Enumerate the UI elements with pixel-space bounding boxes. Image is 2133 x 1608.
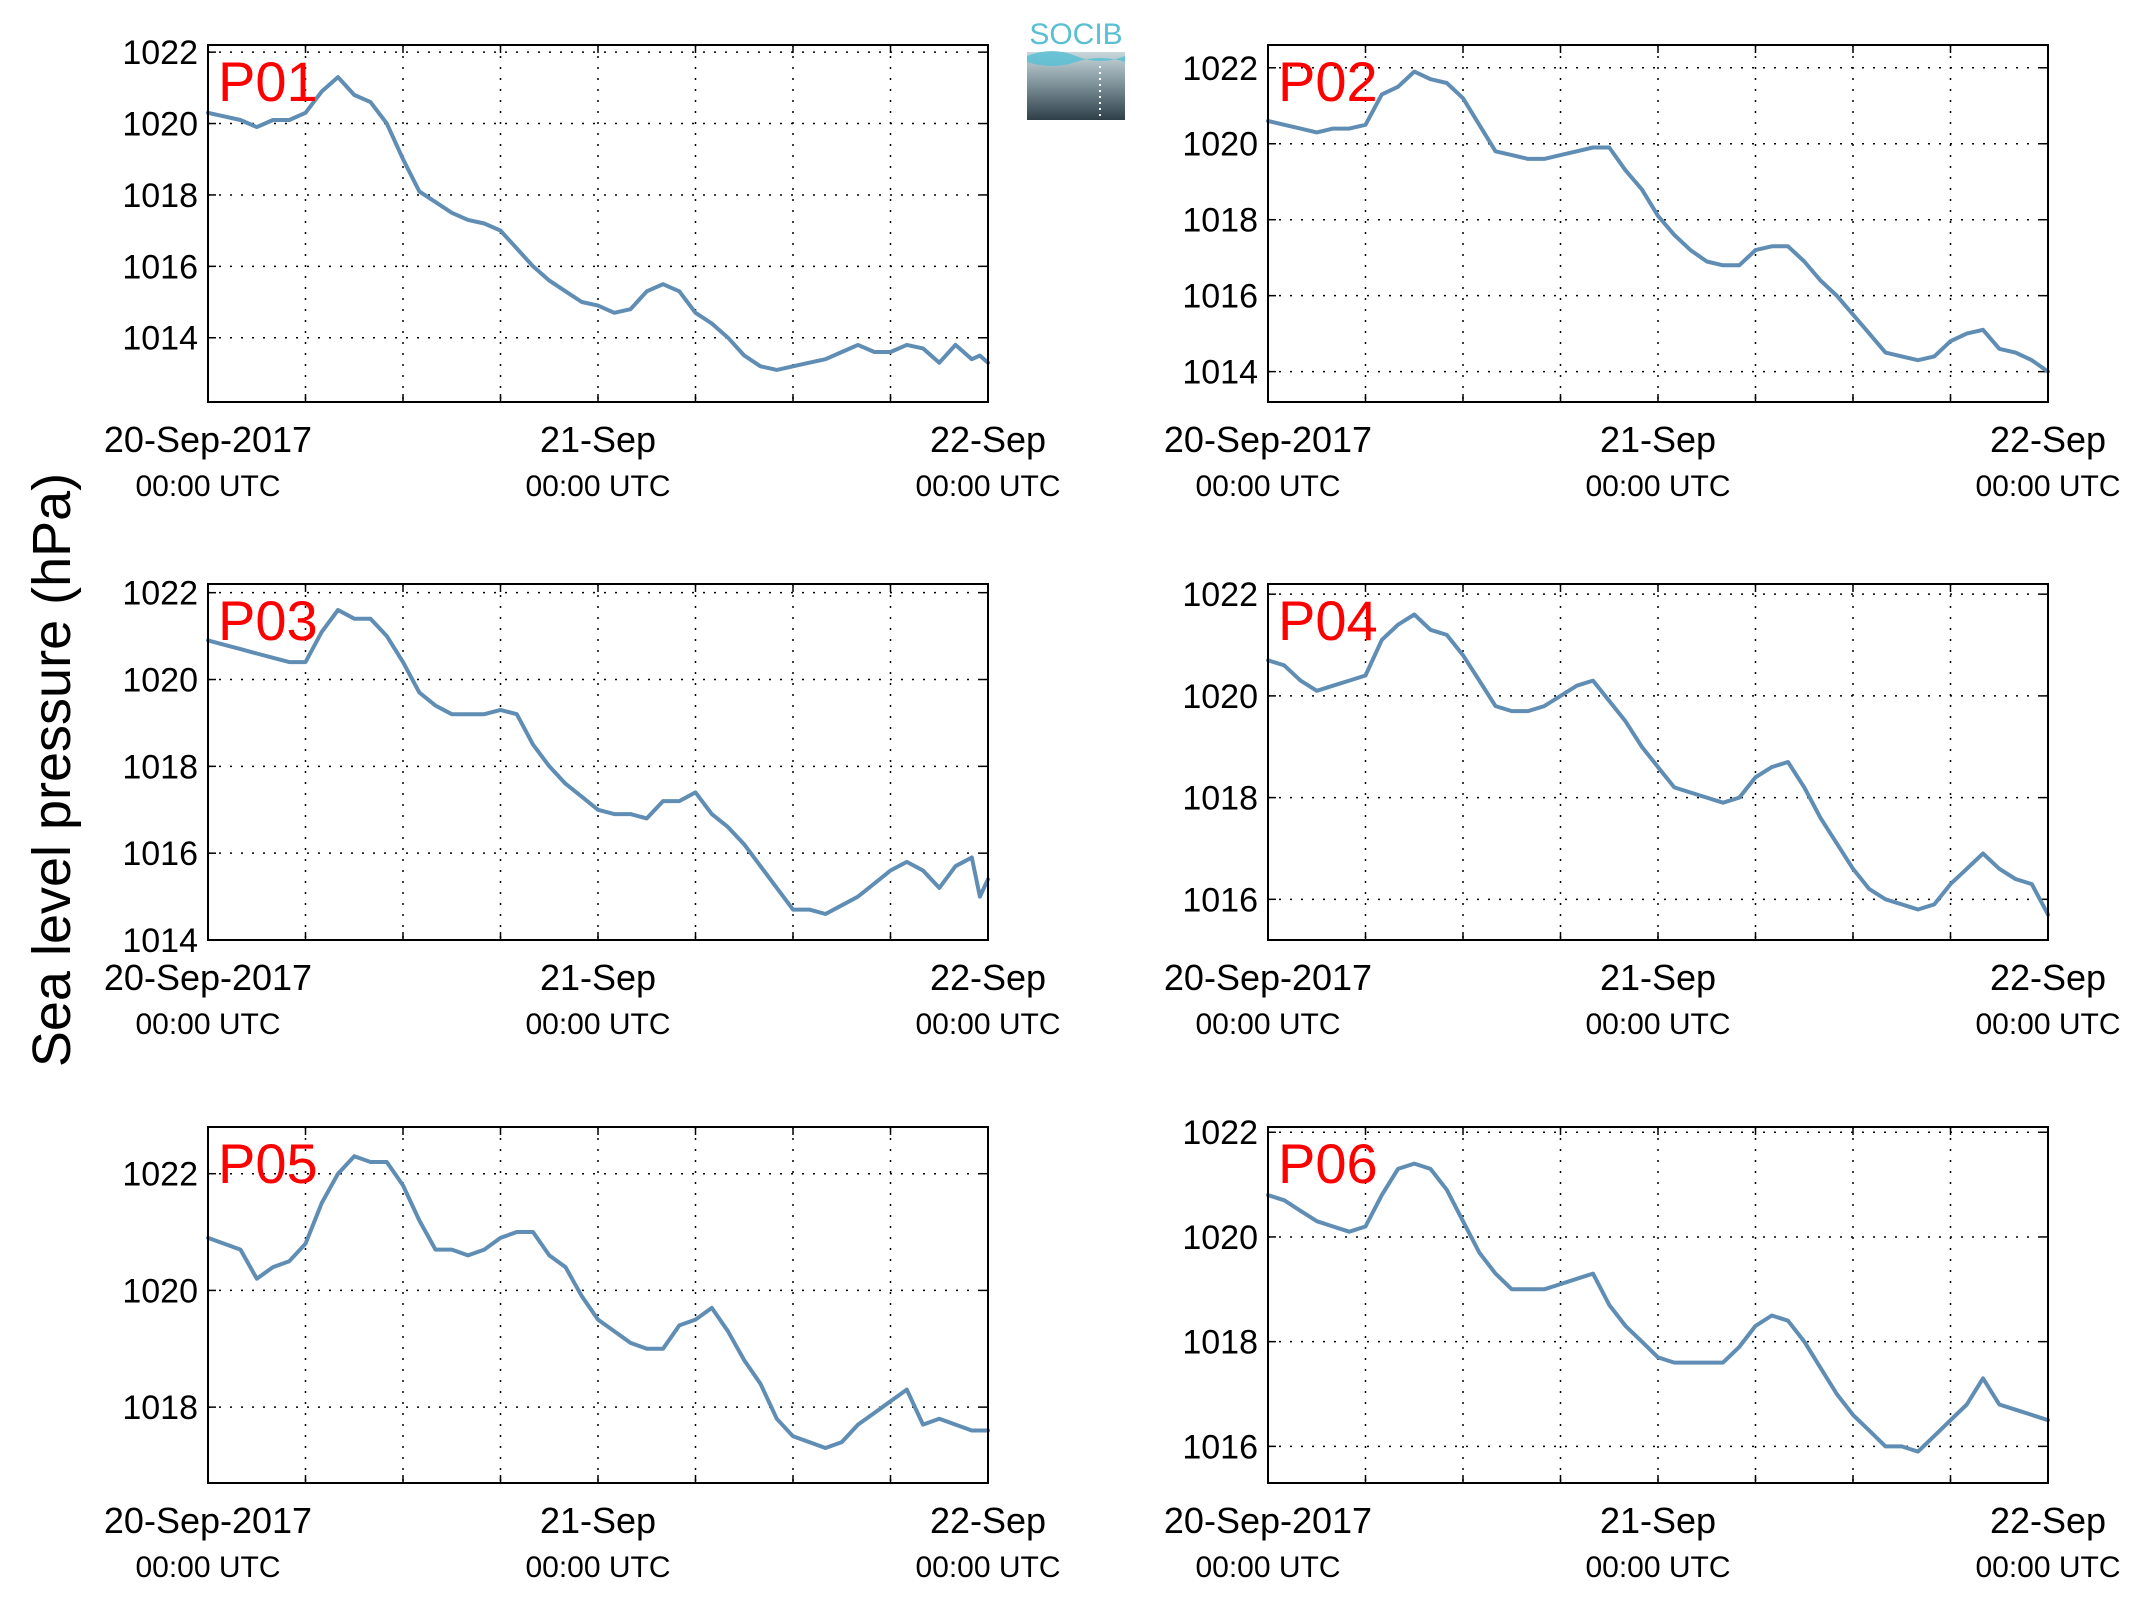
- x-tick-label: 20-Sep-2017: [1164, 1500, 1372, 1541]
- panel-label: P05: [218, 1132, 318, 1195]
- y-tick-label: 1022: [1182, 50, 1258, 88]
- panel-label: P01: [218, 50, 318, 113]
- y-tick-label: 1020: [122, 106, 198, 144]
- y-tick-label: 1014: [122, 922, 198, 960]
- y-tick-label: 1016: [1182, 1428, 1258, 1466]
- panel-p05: 1018 1020 1022 P05 20-Sep-2017 00:00 UTC 21-Se…: [104, 1126, 1061, 1584]
- x-tick-sublabel: 00:00 UTC: [135, 1551, 280, 1584]
- x-tick-sublabel: 00:00 UTC: [525, 470, 670, 503]
- x-tick-sublabel: 00:00 UTC: [1975, 470, 2120, 503]
- x-tick-sublabel: 00:00 UTC: [1585, 1008, 1730, 1041]
- socib-logo-wave: [1027, 51, 1125, 66]
- y-tick-label: 1016: [122, 835, 198, 873]
- x-tick-label: 21-Sep: [1600, 957, 1716, 998]
- x-tick-label: 20-Sep-2017: [1164, 957, 1372, 998]
- x-tick-sublabel: 00:00 UTC: [915, 1008, 1060, 1041]
- series-line-p01: [206, 75, 990, 372]
- axes-frame: [207, 44, 989, 403]
- x-tick-label: 22-Sep: [1990, 419, 2106, 460]
- y-tick-label: 1018: [122, 1389, 198, 1427]
- x-tick-sublabel: 00:00 UTC: [135, 1008, 280, 1041]
- y-tick-label: 1014: [122, 320, 198, 358]
- x-tick-label: 21-Sep: [1600, 419, 1716, 460]
- y-tick-label: 1022: [1182, 1114, 1258, 1152]
- socib-logo: SOCIB: [1027, 18, 1125, 120]
- x-tick-label: 20-Sep-2017: [104, 419, 312, 460]
- y-tick-label: 1020: [122, 662, 198, 700]
- x-tick-sublabel: 00:00 UTC: [525, 1551, 670, 1584]
- series-line-p04: [1266, 612, 2050, 917]
- y-axis-label: Sea level pressure (hPa): [22, 473, 82, 1067]
- x-tick-label: 21-Sep: [1600, 1500, 1716, 1541]
- x-tick-sublabel: 00:00 UTC: [1195, 1008, 1340, 1041]
- panel-p03: 1014 1016 1018 1020 1022 P03 20-Sep-2017 00:00 …: [104, 575, 1061, 1041]
- x-tick-sublabel: 00:00 UTC: [1585, 470, 1730, 503]
- y-tick-label: 1022: [1182, 576, 1258, 614]
- x-tick-label: 21-Sep: [540, 1500, 656, 1541]
- x-tick-sublabel: 00:00 UTC: [1585, 1551, 1730, 1584]
- panel-label: P02: [1278, 50, 1378, 113]
- axes-frame: [1267, 44, 2049, 403]
- x-tick-label: 22-Sep: [1990, 1500, 2106, 1541]
- x-tick-label: 22-Sep: [930, 957, 1046, 998]
- x-tick-sublabel: 00:00 UTC: [915, 470, 1060, 503]
- series-line-p05: [206, 1154, 990, 1450]
- x-tick-label: 22-Sep: [930, 1500, 1046, 1541]
- axes-frame: [1267, 1126, 2049, 1484]
- x-tick-sublabel: 00:00 UTC: [1975, 1008, 2120, 1041]
- x-tick-sublabel: 00:00 UTC: [1195, 1551, 1340, 1584]
- y-tick-label: 1016: [122, 248, 198, 286]
- series-line-p02: [1266, 69, 2050, 374]
- x-tick-sublabel: 00:00 UTC: [135, 470, 280, 503]
- y-tick-label: 1020: [1182, 678, 1258, 716]
- y-tick-label: 1018: [1182, 202, 1258, 240]
- y-tick-label: 1020: [1182, 126, 1258, 164]
- panel-p01: 1014 1016 1018 1020 1022 P01 20-Sep-2017 00:00 …: [104, 34, 1061, 503]
- x-tick-label: 21-Sep: [540, 419, 656, 460]
- y-tick-label: 1020: [122, 1272, 198, 1310]
- y-tick-label: 1018: [1182, 780, 1258, 818]
- socib-logo-text: SOCIB: [1029, 18, 1122, 51]
- y-tick-label: 1022: [122, 34, 198, 72]
- y-tick-label: 1018: [122, 177, 198, 215]
- y-tick-label: 1016: [1182, 881, 1258, 919]
- panel-label: P03: [218, 589, 318, 652]
- x-tick-sublabel: 00:00 UTC: [915, 1551, 1060, 1584]
- panel-p06: 1016 1018 1020 1022 P06 20-Sep-2017 00:00 UTC 2…: [1164, 1114, 2121, 1584]
- y-tick-label: 1014: [1182, 354, 1258, 392]
- x-tick-label: 20-Sep-2017: [104, 957, 312, 998]
- x-tick-sublabel: 00:00 UTC: [1975, 1551, 2120, 1584]
- series-line-p06: [1266, 1161, 2050, 1454]
- panel-label: P04: [1278, 589, 1378, 652]
- y-tick-label: 1018: [122, 748, 198, 786]
- x-tick-sublabel: 00:00 UTC: [1195, 470, 1340, 503]
- axes-frame: [207, 1126, 989, 1484]
- y-tick-label: 1018: [1182, 1324, 1258, 1362]
- x-tick-label: 21-Sep: [540, 957, 656, 998]
- y-tick-label: 1022: [122, 575, 198, 613]
- x-tick-label: 20-Sep-2017: [1164, 419, 1372, 460]
- x-tick-label: 22-Sep: [1990, 957, 2106, 998]
- axes-frame: [207, 583, 989, 941]
- x-tick-label: 22-Sep: [930, 419, 1046, 460]
- y-tick-label: 1016: [1182, 278, 1258, 316]
- panel-p02: 1014 1016 1018 1020 1022 P02 20-Sep-2017 00:00 …: [1164, 44, 2121, 503]
- axes-frame: [1267, 583, 2049, 941]
- x-tick-sublabel: 00:00 UTC: [525, 1008, 670, 1041]
- x-tick-label: 20-Sep-2017: [104, 1500, 312, 1541]
- panel-label: P06: [1278, 1132, 1378, 1195]
- series-line-p03: [206, 608, 990, 916]
- y-tick-label: 1022: [122, 1156, 198, 1194]
- y-tick-label: 1020: [1182, 1219, 1258, 1257]
- panel-p04: 1016 1018 1020 1022 P04 20-Sep-2017 00:00 UTC 2…: [1164, 576, 2121, 1041]
